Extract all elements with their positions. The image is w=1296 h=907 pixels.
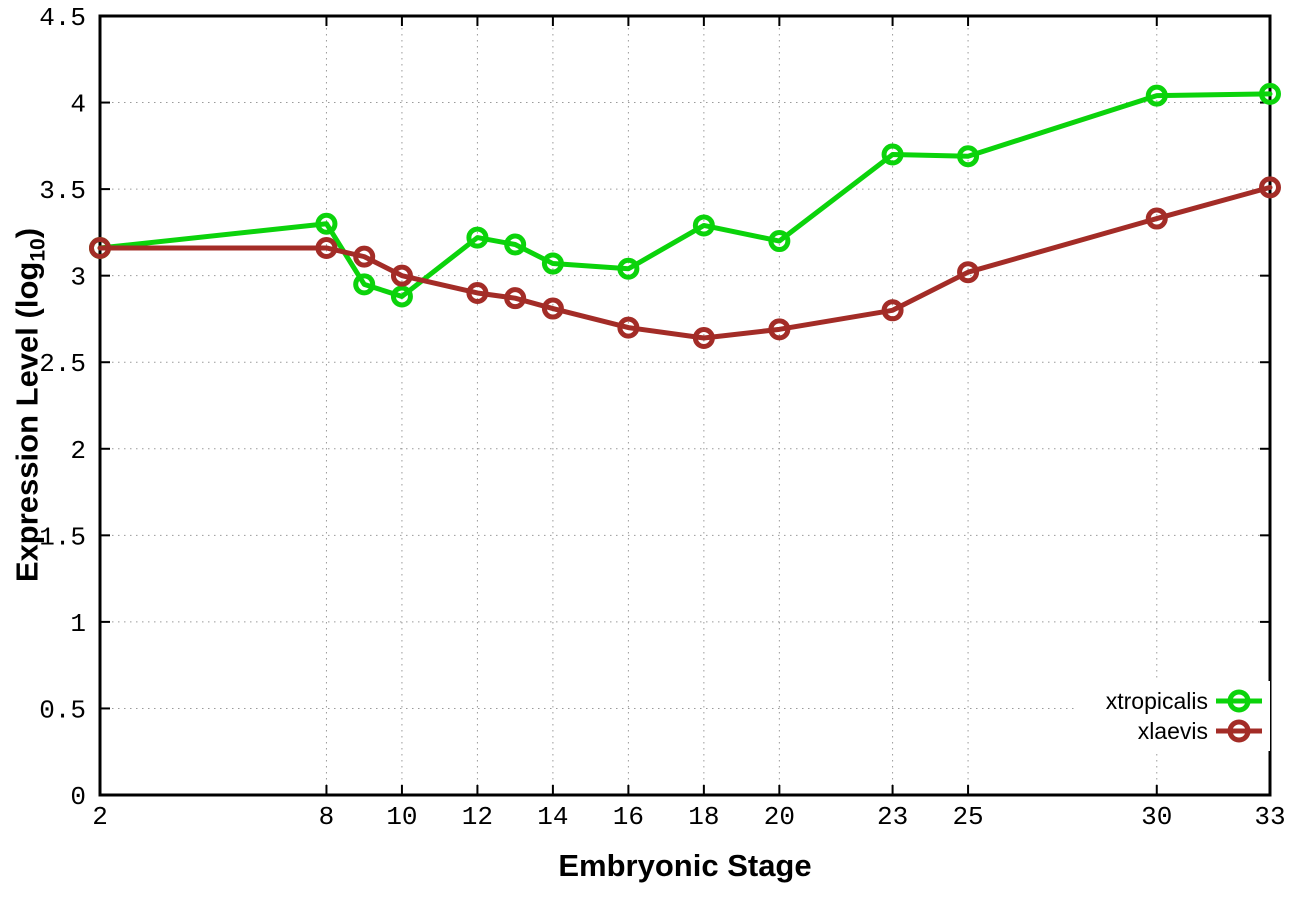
legend-marker-sample bbox=[1227, 689, 1251, 713]
series-xlaevis-point bbox=[89, 236, 111, 259]
series-xlaevis-point bbox=[768, 318, 791, 341]
series-xlaevis-point bbox=[353, 245, 376, 268]
series-xtropicalis-point bbox=[957, 145, 980, 168]
y-tick-label: 0.5 bbox=[39, 695, 86, 725]
x-tick-label: 10 bbox=[386, 802, 417, 832]
series-xtropicalis-point bbox=[617, 257, 640, 280]
series-xtropicalis-point bbox=[315, 212, 338, 235]
legend-marker-sample bbox=[1227, 719, 1251, 743]
series-xlaevis-point bbox=[957, 261, 980, 284]
legend-label-xtropicalis: xtropicalis bbox=[1106, 688, 1208, 714]
x-tick-label: 30 bbox=[1141, 802, 1172, 832]
series-xtropicalis-point bbox=[353, 273, 376, 296]
y-tick-label: 0 bbox=[70, 782, 86, 812]
y-tick-label: 1 bbox=[70, 609, 86, 639]
series-xlaevis-point bbox=[617, 316, 640, 339]
series-xlaevis-point bbox=[466, 281, 489, 304]
y-axis-title: Expression Level (log10) bbox=[9, 228, 50, 582]
series-xlaevis-line bbox=[97, 184, 1273, 341]
y-axis-title-subscript: 10 bbox=[26, 238, 50, 262]
series-xtropicalis-point bbox=[881, 143, 904, 166]
x-tick-label: 16 bbox=[613, 802, 644, 832]
series-xtropicalis-point bbox=[1145, 84, 1168, 107]
x-tick-label: 23 bbox=[877, 802, 908, 832]
y-tick-label: 4 bbox=[70, 90, 86, 120]
legend-label-xlaevis: xlaevis bbox=[1138, 718, 1208, 744]
x-tick-label: 25 bbox=[952, 802, 983, 832]
series-xtropicalis-point bbox=[1259, 82, 1281, 105]
x-tick-label: 12 bbox=[462, 802, 493, 832]
series-xlaevis-point bbox=[1145, 207, 1168, 230]
series-xtropicalis-point bbox=[390, 285, 413, 308]
x-tick-label: 20 bbox=[764, 802, 795, 832]
x-tick-label: 8 bbox=[319, 802, 335, 832]
x-tick-label: 14 bbox=[537, 802, 568, 832]
series-xlaevis-point bbox=[881, 299, 904, 322]
x-axis-title: Embryonic Stage bbox=[558, 848, 812, 883]
series-xlaevis-point bbox=[692, 326, 715, 349]
series-xtropicalis-point bbox=[541, 252, 564, 275]
series-xlaevis-point bbox=[390, 264, 413, 287]
series-xtropicalis-point bbox=[504, 233, 527, 256]
series-xtropicalis-point bbox=[768, 230, 791, 253]
series-xlaevis-point bbox=[541, 297, 564, 320]
series-xtropicalis-point bbox=[692, 214, 715, 237]
series-xlaevis-point bbox=[1259, 176, 1281, 199]
y-tick-label: 3 bbox=[70, 263, 86, 293]
series-xlaevis-point bbox=[315, 236, 338, 259]
x-tick-label: 33 bbox=[1254, 802, 1285, 832]
y-tick-label: 1.5 bbox=[39, 522, 86, 552]
plot-border bbox=[98, 14, 1272, 797]
series-xtropicalis-point bbox=[466, 226, 489, 249]
y-tick-label: 3.5 bbox=[39, 176, 86, 206]
y-tick-label: 2 bbox=[70, 436, 86, 466]
series-xtropicalis-line bbox=[97, 91, 1273, 299]
x-tick-label: 2 bbox=[92, 802, 108, 832]
x-tick-label: 18 bbox=[688, 802, 719, 832]
series-xlaevis-point bbox=[504, 287, 527, 310]
y-tick-label: 4.5 bbox=[39, 3, 86, 33]
y-tick-label: 2.5 bbox=[39, 349, 86, 379]
y-axis-title-text: Expression Level (log bbox=[9, 261, 45, 583]
y-axis-title-close: ) bbox=[9, 227, 45, 239]
